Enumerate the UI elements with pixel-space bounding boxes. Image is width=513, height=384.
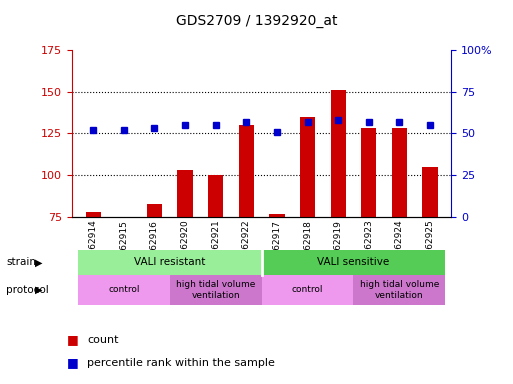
Bar: [392, 128, 407, 342]
Bar: [147, 204, 162, 342]
Text: ■: ■: [67, 333, 78, 346]
Bar: [300, 117, 315, 342]
Bar: [330, 90, 346, 342]
Text: ■: ■: [67, 356, 78, 369]
Text: percentile rank within the sample: percentile rank within the sample: [87, 358, 275, 368]
Bar: [239, 125, 254, 342]
Text: GDS2709 / 1392920_at: GDS2709 / 1392920_at: [176, 14, 337, 28]
Bar: [116, 217, 131, 342]
Bar: [361, 128, 377, 342]
Bar: [177, 170, 193, 342]
Text: strain: strain: [6, 257, 36, 268]
Bar: [208, 175, 223, 342]
Text: high tidal volume
ventilation: high tidal volume ventilation: [360, 280, 439, 300]
Text: control: control: [108, 285, 140, 295]
Text: VALI sensitive: VALI sensitive: [318, 257, 389, 268]
Bar: [86, 212, 101, 342]
Bar: [422, 167, 438, 342]
Text: count: count: [87, 335, 119, 345]
Text: VALI resistant: VALI resistant: [134, 257, 206, 268]
Text: high tidal volume
ventilation: high tidal volume ventilation: [176, 280, 255, 300]
Text: control: control: [292, 285, 323, 295]
Bar: [269, 214, 285, 342]
Text: ▶: ▶: [35, 285, 42, 295]
Text: protocol: protocol: [6, 285, 49, 295]
Text: ▶: ▶: [35, 257, 42, 268]
